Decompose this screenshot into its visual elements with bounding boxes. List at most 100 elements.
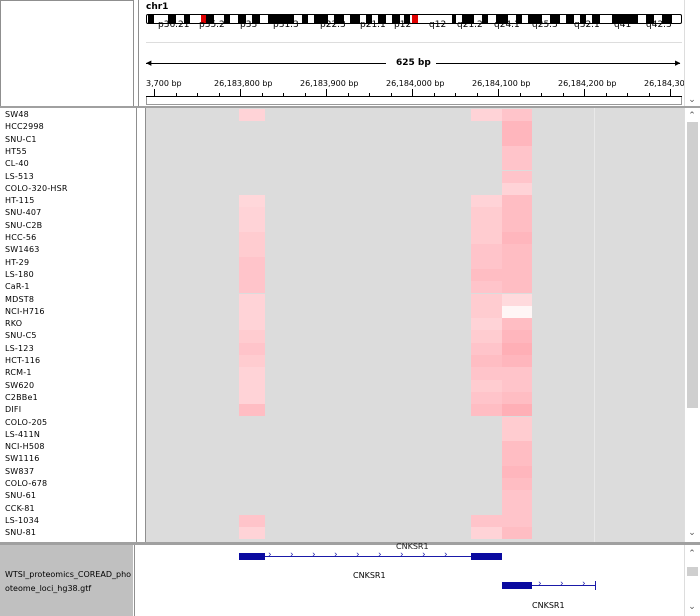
heatmap-cell[interactable] — [471, 342, 502, 355]
heatmap-cell[interactable] — [471, 232, 502, 245]
gene-exon[interactable] — [239, 553, 265, 560]
heatmap-cell[interactable] — [471, 404, 502, 417]
heatmap-cell[interactable] — [502, 207, 532, 220]
heatmap-track[interactable] — [146, 108, 684, 542]
heatmap-cell[interactable] — [502, 330, 532, 343]
heatmap-cell[interactable] — [239, 355, 265, 368]
heatmap-cell[interactable] — [502, 281, 532, 294]
sample-label[interactable]: SW1463 — [5, 245, 40, 255]
sample-label[interactable]: CL-40 — [5, 159, 29, 169]
heatmap-cell[interactable] — [471, 195, 502, 208]
sample-label[interactable]: SNU-81 — [5, 528, 37, 538]
chevron-down-icon[interactable]: ⌄ — [688, 95, 696, 105]
heatmap-cell[interactable] — [502, 465, 532, 478]
heatmap-cell[interactable] — [239, 305, 265, 319]
sample-label[interactable]: COLO-205 — [5, 417, 48, 427]
sample-label[interactable]: C2BBe1 — [5, 392, 38, 402]
sample-label[interactable]: HCT-116 — [5, 356, 41, 365]
sample-label[interactable]: SW837 — [5, 466, 35, 476]
heatmap-cell[interactable] — [502, 318, 532, 331]
heatmap-cell[interactable] — [471, 330, 502, 343]
heatmap-cell[interactable] — [502, 145, 532, 159]
heatmap-cell[interactable] — [502, 244, 532, 257]
chevron-down-icon[interactable]: ⌄ — [688, 602, 696, 612]
heatmap-cell[interactable] — [502, 342, 532, 355]
heatmap-cell[interactable] — [239, 244, 265, 257]
sample-label[interactable]: SW48 — [5, 110, 29, 119]
feature-track[interactable]: CNKSR1 CNKSR1 CNKSR1 › › › › › › › › › › › › — [146, 542, 684, 616]
chevron-up-icon[interactable]: ⌃ — [688, 111, 696, 121]
heatmap-cell[interactable] — [502, 367, 532, 380]
scrollbar-thumb[interactable] — [687, 567, 698, 576]
sample-label[interactable]: DIFI — [5, 405, 22, 415]
gene-exon[interactable] — [502, 582, 532, 589]
heatmap-cell[interactable] — [239, 195, 265, 208]
sample-label[interactable]: CaR-1 — [5, 282, 30, 292]
sample-label[interactable]: SNU-C1 — [5, 134, 37, 144]
heatmap-cell[interactable] — [239, 293, 265, 306]
heatmap-cell[interactable] — [239, 281, 265, 294]
heatmap-cell[interactable] — [502, 453, 532, 466]
chevron-down-icon[interactable]: ⌄ — [688, 528, 696, 538]
heatmap-cell[interactable] — [239, 367, 265, 380]
heatmap-cell[interactable] — [471, 355, 502, 368]
sample-label[interactable]: LS-513 — [5, 171, 34, 181]
heatmap-cell[interactable] — [239, 342, 265, 355]
heatmap-cell[interactable] — [239, 109, 265, 122]
heatmap-cell[interactable] — [239, 514, 265, 528]
sample-label[interactable]: HT-29 — [5, 257, 30, 267]
heatmap-cell[interactable] — [471, 391, 502, 405]
heatmap-cell[interactable] — [471, 318, 502, 331]
heatmap-cell[interactable] — [502, 305, 532, 319]
sample-label[interactable]: NCI-H716 — [5, 306, 45, 316]
sample-label[interactable]: LS-123 — [5, 343, 34, 353]
sample-label[interactable]: HCC2998 — [5, 122, 44, 132]
sample-label[interactable]: MDST8 — [5, 294, 35, 304]
sample-label[interactable]: HT-115 — [5, 196, 35, 206]
heatmap-cell[interactable] — [502, 182, 532, 196]
sample-label[interactable]: NCI-H508 — [5, 442, 45, 452]
chevron-up-icon[interactable]: ⌃ — [688, 549, 696, 559]
sample-label[interactable]: COLO-678 — [5, 479, 48, 488]
sample-label[interactable]: SW620 — [5, 380, 35, 390]
sample-label[interactable]: SW1116 — [5, 454, 40, 464]
heatmap-cell[interactable] — [239, 256, 265, 269]
track-name-panel[interactable] — [0, 545, 133, 616]
feature-scrollbar[interactable] — [684, 545, 700, 616]
heatmap-cell[interactable] — [239, 391, 265, 405]
header-scrollbar[interactable] — [684, 0, 700, 107]
heatmap-cell[interactable] — [471, 379, 502, 392]
sample-label[interactable]: LS-1034 — [5, 515, 40, 525]
heatmap-cell[interactable] — [502, 170, 532, 183]
sample-label[interactable]: RKO — [5, 319, 23, 329]
sample-label[interactable]: SNU-C5 — [5, 331, 37, 341]
heatmap-cell[interactable] — [502, 232, 532, 245]
heatmap-cell[interactable] — [471, 527, 502, 540]
heatmap-cell[interactable] — [502, 355, 532, 368]
heatmap-cell[interactable] — [502, 478, 532, 491]
heatmap-cell[interactable] — [502, 441, 532, 454]
heatmap-cell[interactable] — [239, 207, 265, 220]
heatmap-cell[interactable] — [471, 244, 502, 257]
heatmap-cell[interactable] — [502, 404, 532, 417]
sample-label[interactable]: SNU-61 — [5, 491, 37, 501]
heatmap-cell[interactable] — [502, 293, 532, 306]
heatmap-cell[interactable] — [471, 367, 502, 380]
heatmap-cell[interactable] — [239, 330, 265, 343]
heatmap-cell[interactable] — [502, 527, 532, 540]
heatmap-cell[interactable] — [239, 404, 265, 417]
heatmap-cell[interactable] — [239, 232, 265, 245]
heatmap-cell[interactable] — [502, 256, 532, 269]
sample-label[interactable]: COLO-320-HSR — [5, 183, 68, 193]
scrollbar-thumb[interactable] — [687, 122, 698, 408]
sample-label[interactable]: LS-411N — [5, 429, 41, 439]
sample-label[interactable]: SNU-C2B — [5, 220, 43, 230]
heatmap-cell[interactable] — [471, 219, 502, 232]
chromosome-ideogram[interactable] — [146, 12, 682, 24]
sample-label[interactable]: RCM-1 — [5, 368, 32, 378]
heatmap-cell[interactable] — [471, 281, 502, 294]
sample-label[interactable]: CCK-81 — [5, 503, 35, 513]
heatmap-cell[interactable] — [239, 318, 265, 331]
heatmap-cell[interactable] — [502, 219, 532, 232]
heatmap-cell[interactable] — [471, 109, 502, 122]
